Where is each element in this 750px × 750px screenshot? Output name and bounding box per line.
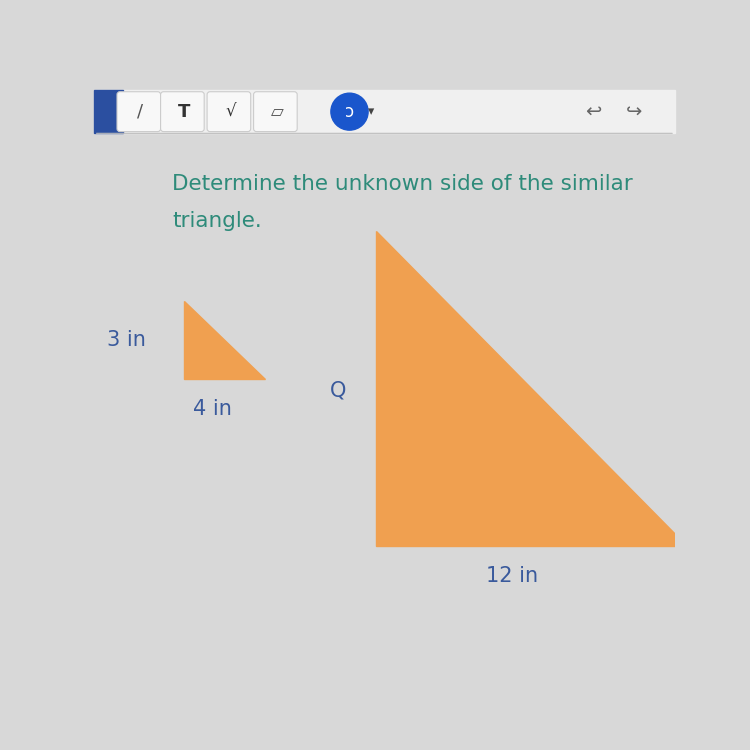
Text: Q: Q [330, 380, 346, 400]
Polygon shape [184, 301, 266, 379]
Polygon shape [376, 232, 687, 546]
Text: ▱: ▱ [271, 103, 284, 121]
FancyBboxPatch shape [117, 92, 160, 131]
FancyBboxPatch shape [160, 92, 204, 131]
Text: 3 in: 3 in [107, 330, 146, 350]
Circle shape [331, 93, 368, 130]
Text: /: / [137, 103, 143, 121]
Bar [94, 90, 123, 134]
Text: Determine the unknown side of the similar: Determine the unknown side of the simila… [172, 174, 633, 194]
Text: 4 in: 4 in [194, 399, 232, 419]
Text: ▾: ▾ [368, 105, 375, 118]
Text: ↄ: ↄ [345, 103, 354, 121]
Text: ↪: ↪ [626, 102, 643, 122]
FancyBboxPatch shape [207, 92, 251, 131]
Text: 12 in: 12 in [486, 566, 538, 586]
Text: √: √ [225, 103, 236, 121]
Text: ↩: ↩ [586, 102, 602, 122]
Bar [94, 90, 675, 134]
Text: T: T [178, 103, 190, 121]
FancyBboxPatch shape [254, 92, 297, 131]
Text: triangle.: triangle. [172, 211, 262, 231]
